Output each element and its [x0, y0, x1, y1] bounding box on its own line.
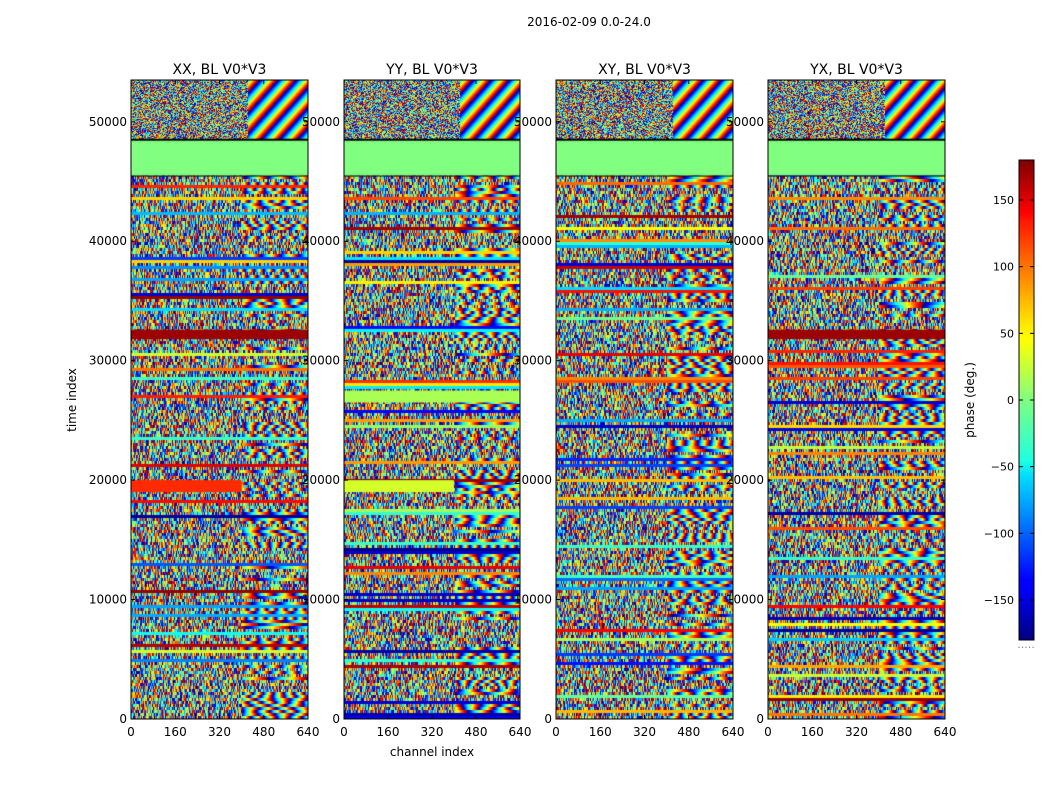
- x-tick-label: 640: [297, 725, 320, 739]
- y-axis-label: time index: [65, 368, 79, 432]
- x-tick-label: 320: [845, 725, 868, 739]
- y-tick-label: 10000: [302, 593, 340, 607]
- panel-2: XY, BL V0*V3 0 160 320 480 640 0 10000 20000 3000…: [514, 62, 745, 739]
- y-tick-label: 40000: [726, 234, 764, 248]
- colorbar-tick-label: −100: [984, 527, 1014, 540]
- x-tick-label: 320: [421, 725, 444, 739]
- y-tick-label: 40000: [514, 234, 552, 248]
- y-tick-label: 20000: [514, 473, 552, 487]
- y-tick-label: 0: [756, 712, 764, 726]
- x-tick-label: 640: [722, 725, 745, 739]
- panel-title: XY, BL V0*V3: [598, 62, 691, 78]
- x-tick-label: 640: [509, 725, 532, 739]
- colorbar-tick-label: 100: [993, 261, 1014, 274]
- y-tick-label: 50000: [726, 115, 764, 129]
- panel-title: XX, BL V0*V3: [173, 62, 267, 78]
- x-tick-label: 480: [465, 725, 488, 739]
- y-tick-label: 10000: [726, 593, 764, 607]
- panels: XX, BL V0*V3 0 160 320 480 640 0 10000 20000 3000…: [65, 62, 956, 759]
- x-tick-label: 480: [252, 725, 275, 739]
- x-axis-label: channel index: [390, 745, 474, 759]
- y-tick-label: 50000: [514, 115, 552, 129]
- y-tick-label: 30000: [302, 354, 340, 368]
- figure-suptitle: 2016-02-09 0.0-24.0: [527, 15, 651, 29]
- x-tick-label: 160: [164, 725, 187, 739]
- y-tick-label: 50000: [89, 115, 127, 129]
- colorbar-tick-label: −50: [991, 461, 1014, 474]
- x-tick-label: 0: [764, 725, 772, 739]
- heatmap-image: [131, 80, 308, 719]
- colorbar-label: phase (deg.): [963, 362, 977, 438]
- y-tick-label: 20000: [89, 473, 127, 487]
- y-tick-label: 20000: [726, 473, 764, 487]
- x-tick-label: 0: [552, 725, 560, 739]
- x-tick-label: 160: [801, 725, 824, 739]
- y-tick-label: 0: [119, 712, 127, 726]
- x-tick-label: 0: [127, 725, 135, 739]
- colorbar-tick-label: 50: [1000, 327, 1014, 340]
- panel-3: YX, BL V0*V3 0 160 320 480 640 0 10000 20000 3000…: [726, 62, 957, 739]
- panel-title: YX, BL V0*V3: [809, 62, 903, 78]
- y-tick-label: 10000: [89, 593, 127, 607]
- y-tick-label: 0: [332, 712, 340, 726]
- x-tick-label: 480: [677, 725, 700, 739]
- x-tick-label: 480: [889, 725, 912, 739]
- y-tick-label: 0: [544, 712, 552, 726]
- x-tick-label: 0: [340, 725, 348, 739]
- x-tick-label: 640: [934, 725, 957, 739]
- panel-0: XX, BL V0*V3 0 160 320 480 640 0 10000 20000 3000…: [65, 62, 319, 739]
- y-tick-label: 30000: [514, 354, 552, 368]
- y-tick-label: 30000: [726, 354, 764, 368]
- y-tick-label: 20000: [302, 473, 340, 487]
- panel-title: YY, BL V0*V3: [385, 62, 478, 78]
- heatmap-image: [556, 80, 733, 719]
- x-tick-label: 160: [589, 725, 612, 739]
- y-tick-label: 40000: [302, 234, 340, 248]
- panel-1: YY, BL V0*V3 0 160 320 480 640 0 10000 20000 3000…: [302, 62, 532, 759]
- y-tick-label: 50000: [302, 115, 340, 129]
- colorbar-tick-label: 0: [1007, 394, 1014, 407]
- colorbar-ticks: 150 100 50 0 −50 −100 −150: [984, 194, 1034, 607]
- x-tick-label: 320: [633, 725, 656, 739]
- x-tick-label: 160: [377, 725, 400, 739]
- y-tick-label: 10000: [514, 593, 552, 607]
- y-tick-label: 30000: [89, 354, 127, 368]
- heatmap-image: [768, 80, 945, 719]
- y-tick-label: 40000: [89, 234, 127, 248]
- x-tick-label: 320: [208, 725, 231, 739]
- colorbar-footer: .....: [1017, 638, 1034, 651]
- heatmap-image: [344, 80, 520, 719]
- colorbar-tick-label: −150: [984, 594, 1014, 607]
- colorbar: 150 100 50 0 −50 −100 −150 phase (deg.) .....: [963, 159, 1035, 651]
- colorbar-tick-label: 150: [993, 194, 1014, 207]
